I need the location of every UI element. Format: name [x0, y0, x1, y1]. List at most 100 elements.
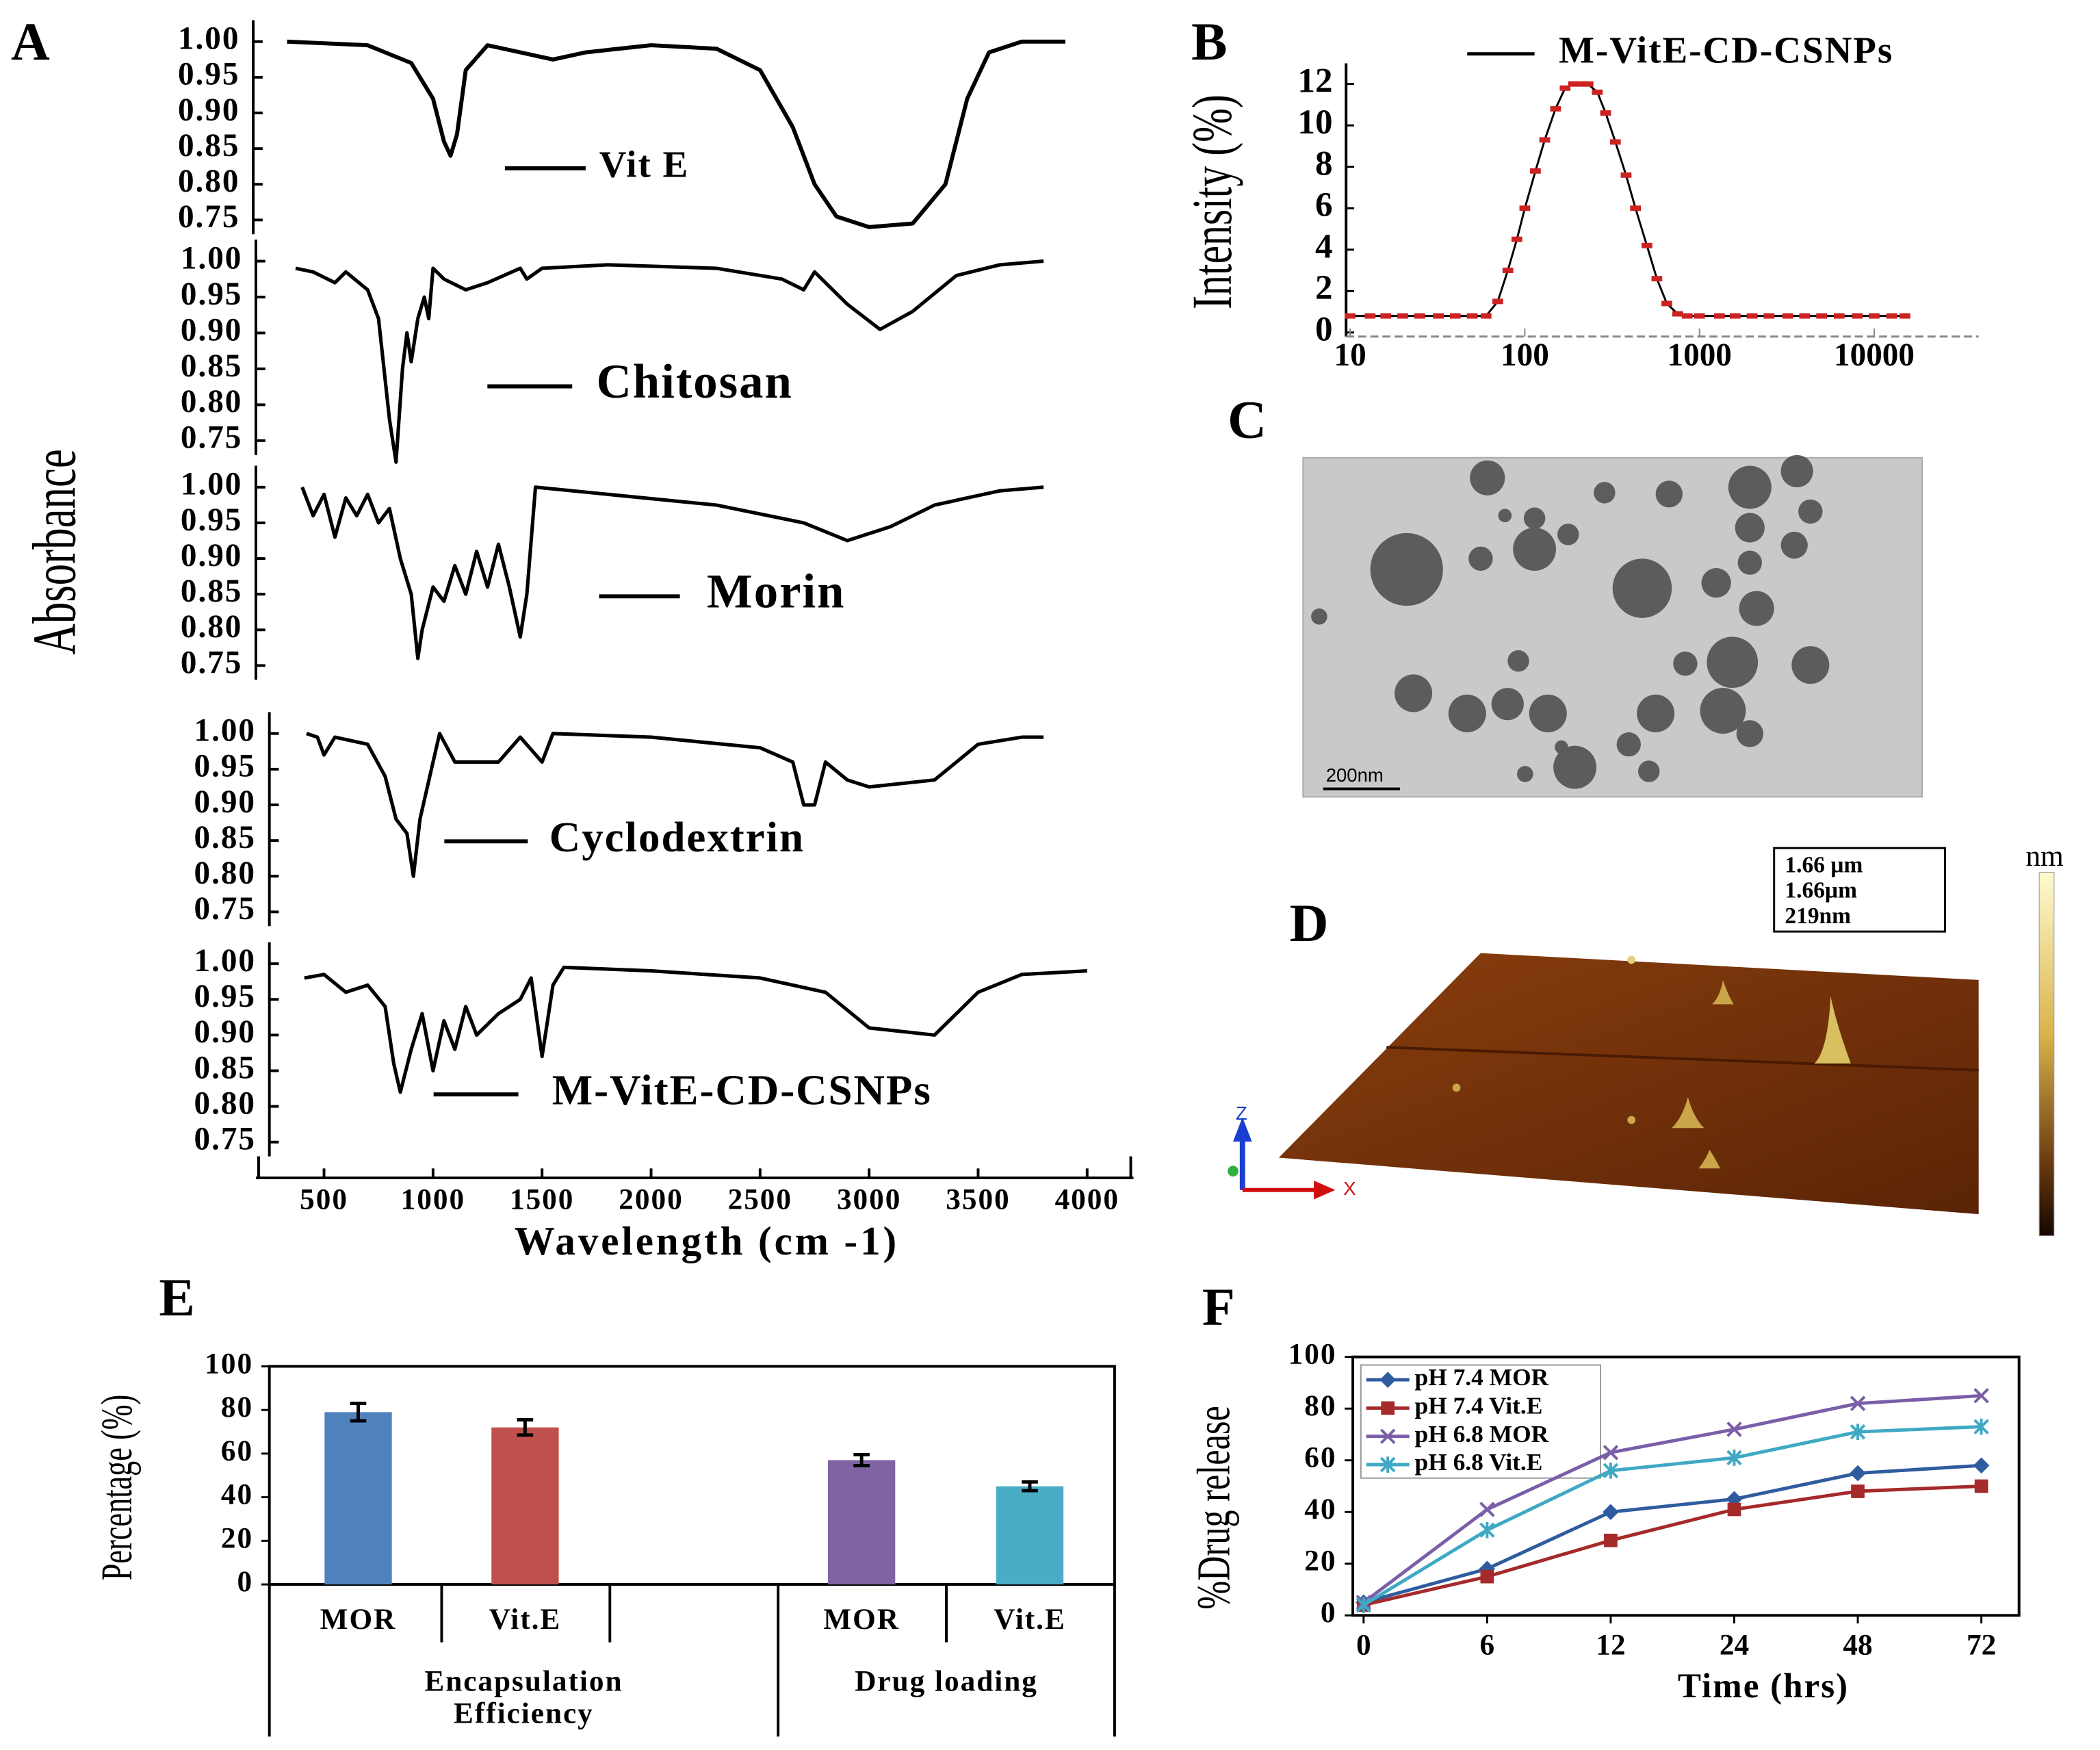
- plot-frame: [1351, 1355, 2021, 1617]
- x-tick-label: 2500: [728, 1183, 792, 1215]
- x-axis-label: Wavelength (cm -1): [515, 1218, 899, 1263]
- data-point: [1620, 172, 1632, 178]
- y-tick-label: 40: [221, 1478, 253, 1511]
- y-tick-label: 0.90: [178, 92, 239, 128]
- data-point: [1672, 311, 1683, 317]
- x-tick-label: 1000: [1668, 337, 1732, 373]
- data-point: [1550, 106, 1561, 112]
- y-tick-label: 2: [1315, 268, 1333, 307]
- scale-bar-label: 200nm: [1326, 764, 1384, 786]
- release-line: [1362, 1425, 1982, 1607]
- y-tick-label: 0.80: [178, 164, 239, 199]
- panel-label: A: [11, 12, 50, 72]
- y-tick-label: 0.80: [194, 855, 256, 891]
- bar: [827, 1460, 896, 1585]
- data-point: [1479, 1521, 1495, 1539]
- tem-image: 200nm C: [1228, 391, 1923, 798]
- y-tick-label: 0.95: [178, 57, 239, 92]
- y-axis-label: Absorbance: [20, 449, 88, 655]
- data-point: [1746, 313, 1758, 319]
- legend-label: pH 7.4 MOR: [1415, 1363, 1549, 1391]
- legend-label: M-VitE-CD-CSNPs: [552, 1066, 932, 1114]
- x-tick-label: 2000: [619, 1183, 683, 1215]
- y-tick-label: 0.75: [178, 199, 239, 235]
- y-tick-label: 12: [1297, 61, 1332, 100]
- data-point: [1603, 1445, 1619, 1461]
- y-tick-label: 1.00: [178, 21, 239, 57]
- y-tick-label: 0.90: [181, 538, 242, 574]
- y-tick-label: 100: [205, 1347, 253, 1380]
- data-point: [1630, 205, 1642, 211]
- x-axis-arrowhead: [1314, 1180, 1336, 1200]
- y-tick-label: 1.00: [181, 240, 242, 276]
- data-point: [1480, 1569, 1494, 1584]
- error-bar: [853, 1453, 870, 1467]
- data-point: [1763, 313, 1775, 319]
- y-tick-label: 0.85: [181, 574, 242, 609]
- data-point: [1651, 276, 1663, 282]
- legend-box: [1360, 1364, 1601, 1479]
- data-point: [1694, 313, 1705, 319]
- error-bar: [350, 1402, 367, 1423]
- data-point: [1433, 313, 1444, 319]
- bar: [324, 1412, 392, 1585]
- release-line: [1362, 1393, 1982, 1604]
- error-bar: [517, 1418, 534, 1437]
- x-tick-label: 48: [1843, 1628, 1872, 1661]
- data-point: [1726, 1450, 1742, 1466]
- afm-info: 219nm: [1785, 903, 1851, 929]
- data-point: [1661, 300, 1672, 307]
- data-point: [1449, 313, 1461, 319]
- category-label: MOR: [823, 1603, 900, 1636]
- afm-colorbar: [2038, 872, 2055, 1237]
- afm-dot: [1627, 1116, 1636, 1124]
- afm-dot: [1627, 955, 1636, 964]
- afm-info-box: [1773, 847, 1946, 933]
- data-point: [1397, 313, 1408, 319]
- category-label: Vit.E: [489, 1603, 562, 1636]
- data-point: [1379, 1428, 1396, 1444]
- panel-label: C: [1228, 391, 1267, 450]
- data-point: [1568, 81, 1579, 87]
- y-tick-label: 0.80: [181, 384, 242, 420]
- y-tick-label: 0.95: [194, 749, 256, 784]
- x-tick-label: 1500: [510, 1183, 574, 1215]
- data-point: [1850, 1395, 1866, 1411]
- plot-frame: [268, 1365, 1116, 1586]
- data-point: [1869, 313, 1880, 319]
- x-tick-label: 12: [1596, 1628, 1625, 1661]
- y-tick-label: 0.90: [181, 312, 242, 348]
- spectrum-line: [287, 39, 1065, 229]
- panel-label: F: [1202, 1278, 1235, 1337]
- y-axis-label: Intensity (%): [1181, 94, 1243, 309]
- x-tick-label: 3500: [946, 1183, 1010, 1215]
- y-tick-label: 6: [1315, 185, 1333, 224]
- y-tick-label: 100: [1288, 1338, 1337, 1371]
- y-tick-label: 80: [221, 1391, 253, 1424]
- axis-letter: X: [1343, 1178, 1356, 1199]
- afm-peak: [1698, 1149, 1721, 1169]
- x-tick-label: 4000: [1055, 1183, 1119, 1215]
- data-point: [1356, 1597, 1372, 1614]
- y-tick-label: 60: [1304, 1441, 1336, 1474]
- y-tick-label: 0.95: [181, 276, 242, 312]
- data-point: [1833, 313, 1845, 319]
- y-tick-label: 0.85: [194, 1050, 256, 1085]
- release-line: [1363, 1463, 1982, 1604]
- data-point: [1681, 313, 1693, 319]
- data-point: [1973, 1388, 1989, 1404]
- data-point: [1851, 1484, 1865, 1498]
- legend-label: pH 6.8 MOR: [1415, 1420, 1549, 1447]
- data-point: [1364, 313, 1376, 319]
- error-bar: [1022, 1480, 1038, 1493]
- data-point: [1592, 89, 1603, 95]
- category-label: Vit.E: [994, 1603, 1066, 1636]
- y-tick-label: 0.95: [181, 502, 242, 538]
- y-tick-label: 10: [1297, 103, 1332, 142]
- y-tick-label: 0.75: [194, 891, 256, 927]
- data-point: [1852, 313, 1863, 319]
- tem-particles: [1311, 454, 1830, 789]
- data-point: [1502, 268, 1514, 273]
- data-point: [1380, 313, 1392, 319]
- release-line: [1363, 1484, 1982, 1607]
